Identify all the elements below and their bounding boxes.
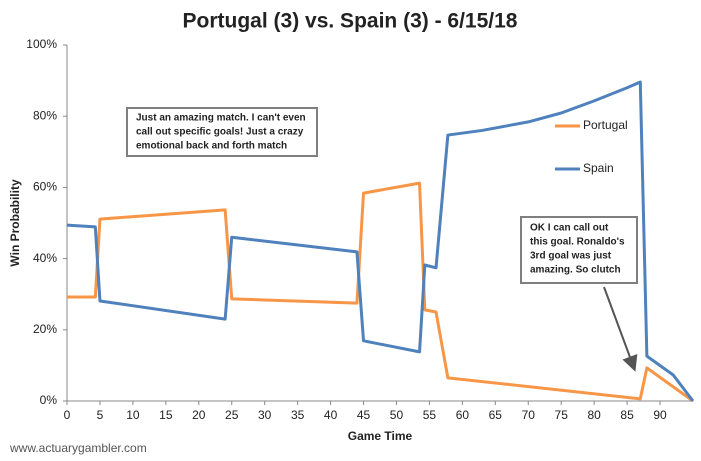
x-tick-label: 90 <box>653 408 667 422</box>
x-tick-label: 70 <box>522 408 536 422</box>
x-tick-label: 30 <box>258 408 272 422</box>
source: www.actuarygambler.com <box>9 441 147 455</box>
x-tick-label: 85 <box>620 408 634 422</box>
x-tick-label: 65 <box>489 408 503 422</box>
x-tick-label: 40 <box>324 408 338 422</box>
legend-label: Portugal <box>583 118 628 132</box>
x-tick-label: 0 <box>64 408 71 422</box>
y-tick-label: 60% <box>33 180 57 194</box>
x-tick-label: 25 <box>225 408 239 422</box>
y-tick-label: 100% <box>26 37 57 51</box>
x-tick-label: 35 <box>291 408 305 422</box>
annotation-text: amazing. So clutch <box>530 265 621 276</box>
annotation-text: emotional back and forth match <box>136 141 287 152</box>
annotation-text: 3rd goal was just <box>530 251 612 262</box>
y-axis-label: Win Probability <box>8 179 22 267</box>
x-tick-label: 80 <box>587 408 601 422</box>
annotation-box <box>126 107 318 157</box>
annotation-box <box>520 216 638 284</box>
x-tick-label: 45 <box>357 408 371 422</box>
x-tick-label: 50 <box>390 408 404 422</box>
x-tick-label: 5 <box>97 408 104 422</box>
annotation-text: OK I can call out <box>530 223 609 234</box>
x-tick-label: 10 <box>126 408 140 422</box>
x-tick-label: 60 <box>456 408 470 422</box>
series-line <box>66 80 695 402</box>
annotation-arrow <box>603 286 638 372</box>
annotation-text: this goal. Ronaldo's <box>530 237 625 248</box>
annotation-text: call out specific goals! Just a crazy <box>136 127 304 138</box>
legend-label: Spain <box>583 161 614 175</box>
y-tick-label: 80% <box>33 108 57 122</box>
y-tick-label: 40% <box>33 251 57 265</box>
chart-title: Portugal (3) vs. Spain (3) - 6/15/18 <box>183 10 518 33</box>
x-tick-label: 15 <box>159 408 173 422</box>
x-tick-label: 55 <box>423 408 437 422</box>
y-tick-label: 20% <box>33 322 57 336</box>
x-tick-label: 20 <box>192 408 206 422</box>
series-line <box>67 181 694 403</box>
annotation-text: Just an amazing match. I can't even <box>136 113 306 124</box>
x-axis-label: Game Time <box>348 429 413 443</box>
y-tick-label: 0% <box>40 393 58 407</box>
x-tick-label: 75 <box>555 408 569 422</box>
